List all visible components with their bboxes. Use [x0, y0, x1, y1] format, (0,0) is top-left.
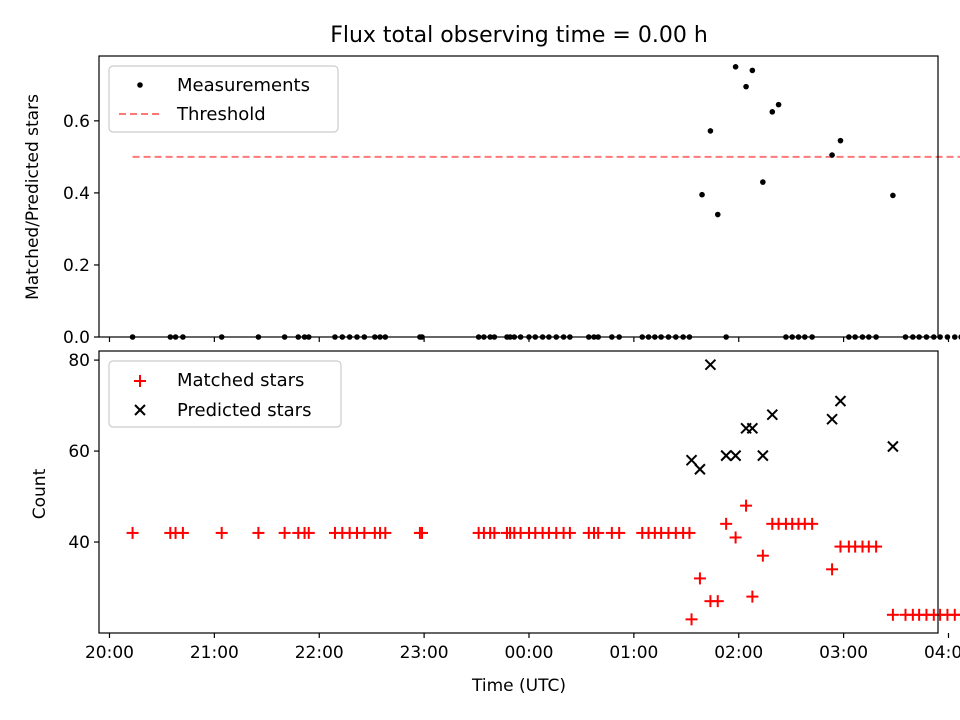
bottom-data-layer: [126, 358, 960, 626]
predicted-star-marker: [694, 463, 706, 475]
top-y-tick-label: 0.4: [63, 184, 90, 204]
top-y-ticks: 0.0 0.2 0.4 0.6: [63, 112, 99, 348]
bottom-y-tick-label: 60: [68, 442, 90, 462]
bottom-x-ticks: 20:00 21:00 22:00 23:00 00:00 01:00 02:00 03:00…: [85, 633, 960, 663]
matched-star-marker: [302, 526, 315, 539]
measurement-point: [951, 334, 958, 340]
predicted-star-marker: [746, 422, 759, 435]
matched-star-marker: [756, 549, 769, 562]
predicted-star-marker: [704, 358, 717, 371]
measurement-point: [775, 101, 782, 108]
x-tick-label: 03:00: [819, 643, 868, 663]
matched-star-marker: [693, 572, 706, 585]
matched-star-marker: [886, 608, 899, 621]
legend-matched-label: Matched stars: [177, 370, 304, 391]
x-tick-label: 22:00: [295, 643, 344, 663]
top-legend-box: [108, 65, 339, 133]
bottom-legend-box: [108, 360, 342, 428]
matched-star-marker: [955, 613, 960, 616]
x-tick-label: 01:00: [609, 643, 658, 663]
predicted-star-marker: [685, 454, 698, 466]
top-axes-frame: [98, 55, 939, 338]
measurement-point: [937, 334, 943, 340]
legend-measurements-label: Measurements: [177, 75, 310, 96]
matched-star-marker: [685, 613, 698, 626]
matched-legend-marker: [134, 375, 146, 387]
x-tick-label: 20:00: [85, 643, 134, 663]
measurement-point: [829, 152, 835, 158]
matched-star-marker: [252, 526, 265, 539]
matched-star-marker: [215, 526, 228, 539]
measurements-legend-marker: [137, 82, 143, 88]
matched-star-marker: [720, 517, 733, 530]
matched-star-marker: [278, 526, 291, 539]
top-y-tick-label: 0.0: [63, 328, 90, 348]
bottom-y-axis-label: Count: [30, 468, 50, 519]
bottom-axes-frame: [98, 350, 939, 634]
measurement-point: [707, 128, 714, 134]
bottom-y-tick-label: 40: [68, 533, 90, 553]
predicted-star-marker: [757, 449, 769, 462]
measurement-point: [732, 64, 739, 70]
legend-threshold-label: Threshold: [176, 104, 266, 125]
top-data-layer: [129, 64, 960, 340]
top-y-tick-label: 0.6: [63, 112, 90, 132]
measurement-point: [944, 334, 951, 340]
top-y-axis-label: Matched/Predicted stars: [23, 94, 43, 300]
bottom-y-ticks: 40 60 80: [68, 351, 99, 553]
matched-star-marker: [870, 540, 883, 553]
bottom-legend: Matched stars Predicted stars: [108, 360, 342, 428]
matched-star-marker: [126, 526, 139, 539]
measurement-point: [890, 192, 896, 199]
predicted-star-marker: [766, 408, 779, 421]
matched-star-marker: [613, 526, 626, 539]
measurement-point: [714, 211, 721, 218]
matched-star-marker: [806, 517, 819, 530]
matched-star-marker: [176, 526, 189, 539]
matched-star-marker: [826, 563, 839, 576]
matched-star-marker: [592, 526, 605, 539]
chart-title: Flux total observing time = 0.00 h: [330, 23, 708, 48]
matched-star-marker: [563, 526, 576, 539]
measurement-point: [749, 67, 756, 74]
matched-star-marker: [683, 526, 696, 539]
x-axis-label: Time (UTC): [471, 676, 566, 696]
matched-star-marker: [746, 590, 759, 603]
top-legend: Measurements Threshold: [108, 65, 339, 133]
x-tick-label: 21:00: [190, 643, 239, 663]
top-panel: Flux total observing time = 0.00 h Match…: [23, 23, 960, 348]
predicted-legend-marker: [134, 404, 146, 416]
predicted-star-marker: [834, 395, 847, 407]
matched-star-marker: [358, 526, 371, 539]
predicted-star-marker: [826, 413, 838, 425]
top-y-tick-label: 0.2: [63, 256, 90, 276]
matched-star-marker: [488, 526, 501, 539]
measurement-point: [769, 109, 776, 115]
matched-star-marker: [740, 499, 753, 512]
bottom-y-tick-label: 80: [68, 351, 90, 371]
x-tick-label: 02:00: [714, 643, 763, 663]
matched-star-marker: [379, 526, 392, 539]
matched-star-marker: [416, 526, 429, 539]
measurement-point: [760, 179, 766, 185]
predicted-star-marker: [729, 449, 742, 462]
x-tick-label: 00:00: [504, 643, 553, 663]
measurement-point: [699, 191, 705, 198]
x-tick-label: 04:00: [924, 643, 960, 663]
predicted-star-marker: [887, 440, 899, 453]
predicted-star-marker: [720, 449, 732, 462]
legend-predicted-label: Predicted stars: [177, 400, 311, 421]
x-tick-label: 23:00: [400, 643, 449, 663]
matched-star-marker: [729, 531, 742, 544]
measurement-point: [837, 137, 844, 144]
measurement-point: [743, 83, 749, 90]
matched-star-marker: [711, 595, 724, 608]
